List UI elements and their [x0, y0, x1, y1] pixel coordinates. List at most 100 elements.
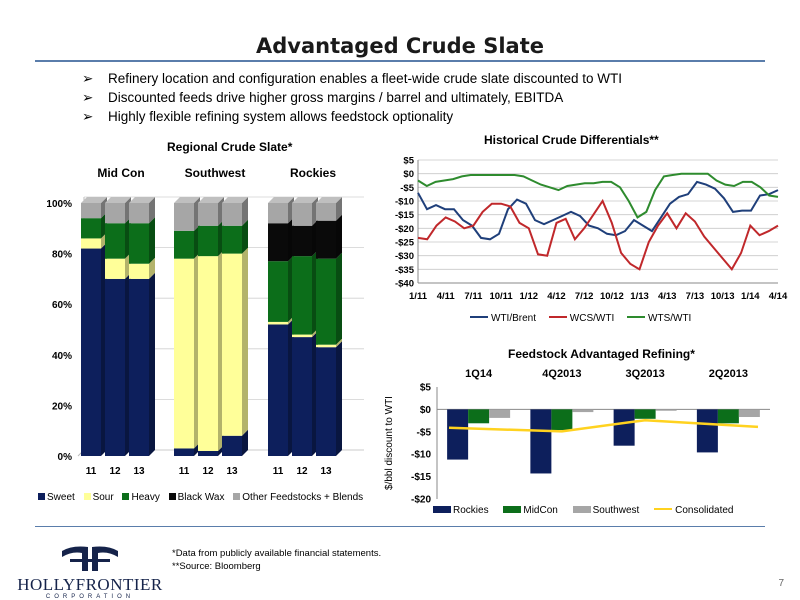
y-tick-label: 0%: [58, 452, 73, 463]
stack-segment-sweet: [198, 450, 218, 456]
series-line-wti-brent: [417, 180, 779, 241]
logo-subtitle: CORPORATION: [45, 594, 135, 600]
crude-differentials-chart: $5 $0 -$5 -$10 -$15 -$20 -$25 -$30 -$35 -$401/11 4…: [395, 156, 788, 303]
arrow-bullet-icon: ➢: [82, 71, 94, 86]
y-tick-label: -$20: [395, 224, 414, 235]
y-tick-label: -$40: [395, 279, 414, 290]
stack-top-face: [198, 197, 224, 203]
stack-segment-side: [242, 197, 248, 226]
stack-top-face: [316, 197, 342, 203]
stack-segment-side: [242, 247, 248, 436]
southwest-swatch: [572, 506, 591, 513]
bar-rockies: [447, 409, 469, 460]
x-tick-label: 4/12: [547, 291, 566, 302]
footer-divider: [35, 526, 765, 527]
stack-top-face: [105, 197, 131, 203]
legend-rockies: Rockies: [453, 505, 489, 516]
bullet-text: Refinery location and configuration enab…: [108, 71, 623, 86]
y-tick-label: 100%: [46, 199, 72, 210]
stack-segment-other-feedstocks-blends: [198, 203, 218, 226]
stack-top-face: [222, 197, 248, 203]
footnotes: *Data from publicly available financial …: [172, 547, 381, 573]
y-tick-label: 60%: [52, 300, 72, 311]
crude-slate-legend: Sweet Sour Heavy Black Wax Other Feedsto…: [38, 492, 363, 503]
region-label-rockies: Rockies: [289, 166, 337, 180]
stack-segment-sweet: [174, 448, 194, 456]
y-tick-label: -$5: [417, 427, 432, 438]
stack-top-face: [129, 197, 155, 203]
stack-segment-black-wax: [292, 225, 312, 257]
feedstock-legend: Rockies MidCon Southwest Consolidated: [433, 505, 733, 516]
hollyfrontier-logo: HOLLYFRONTIER CORPORATION: [10, 545, 170, 600]
consolidated-line: [448, 418, 759, 433]
y-tick-label: 80%: [52, 250, 72, 261]
stack-segment-sweet: [81, 248, 101, 456]
bar-midcon: [551, 409, 573, 431]
bar-southwest: [489, 409, 511, 418]
x-tick-label: 10/12: [600, 291, 624, 302]
consolidated-line-swatch: [654, 507, 673, 510]
stack-top-face: [268, 197, 294, 203]
arrow-bullet-icon: ➢: [82, 109, 94, 124]
stack-segment-sweet: [292, 337, 312, 456]
x-tick-label: 7/13: [686, 291, 705, 302]
stack-top-face: [174, 197, 200, 203]
y-tick-label: -$20: [411, 495, 431, 506]
stack-segment-sour: [129, 263, 149, 279]
stack-segment-side: [336, 197, 342, 221]
stack-segment-other-feedstocks-blends: [268, 203, 288, 224]
y-tick-label: -$10: [411, 450, 431, 461]
stack-segment-sweet: [222, 435, 242, 456]
bar-southwest: [572, 409, 594, 413]
stack-segment-other-feedstocks-blends: [129, 203, 149, 224]
stack-segment-sweet: [129, 278, 149, 456]
x-tick-label: 12: [202, 466, 214, 477]
legend-midcon: MidCon: [523, 505, 558, 516]
stack-segment-sour: [268, 321, 288, 325]
stack-segment-heavy: [292, 256, 312, 335]
x-tick-label: 13: [226, 466, 238, 477]
stack-segment-sour: [105, 258, 125, 279]
bar-southwest: [738, 409, 760, 418]
y-tick-label: 20%: [52, 401, 72, 412]
stack-segment-sour: [222, 253, 242, 436]
x-tick-label: 13: [133, 466, 145, 477]
series-line-wts-wti: [417, 172, 779, 219]
x-tick-label: 1/11: [409, 291, 428, 302]
stack-segment-side: [242, 219, 248, 254]
bullet-item: ➢ Refinery location and configuration ena…: [82, 69, 622, 88]
x-tick-label: 10/11: [489, 291, 513, 302]
category-label: 2Q2013: [709, 368, 748, 380]
stack-segment-sweet: [268, 324, 288, 456]
category-label: 1Q14: [465, 368, 493, 380]
stack-segment-heavy: [268, 261, 288, 322]
footnote-financial-statements: *Data from publicly available financial …: [172, 548, 382, 559]
y-tick-label: -$15: [411, 472, 431, 483]
legend-sour: Sour: [92, 492, 114, 503]
stack-segment-other-feedstocks-blends: [81, 203, 101, 219]
page-number: 7: [778, 578, 784, 589]
bullet-text: Highly flexible refining system allows f…: [108, 109, 454, 124]
x-tick-label: 4/11: [437, 291, 456, 302]
bar-rockies: [613, 409, 635, 446]
stack-segment-black-wax: [268, 223, 288, 262]
x-tick-label: 1/14: [741, 291, 760, 302]
x-tick-label: 12: [296, 466, 308, 477]
stack-segment-black-wax: [316, 220, 336, 259]
stack-segment-other-feedstocks-blends: [316, 203, 336, 221]
bullet-item: ➢ Discounted feeds drive higher gross mar…: [82, 88, 622, 107]
stack-segment-other-feedstocks-blends: [292, 203, 312, 226]
bar-midcon: [468, 409, 490, 424]
stack-segment-side: [149, 272, 155, 456]
legend-black-wax: Black Wax: [177, 492, 225, 503]
bar-southwest: [655, 409, 677, 411]
stack-segment-side: [336, 338, 342, 348]
arrow-bullet-icon: ➢: [82, 90, 94, 105]
y-tick-label: $5: [403, 156, 414, 167]
feedstock-advantage-chart: $/bbl discount to WTI $5 $0 -$5 -$10 -$15 -$20…: [384, 368, 770, 506]
x-tick-label: 4/13: [658, 291, 677, 302]
stack-segment-other-feedstocks-blends: [222, 203, 242, 226]
title-divider: [35, 60, 765, 62]
stack-segment-side: [336, 252, 342, 345]
x-tick-label: 1/12: [520, 291, 539, 302]
